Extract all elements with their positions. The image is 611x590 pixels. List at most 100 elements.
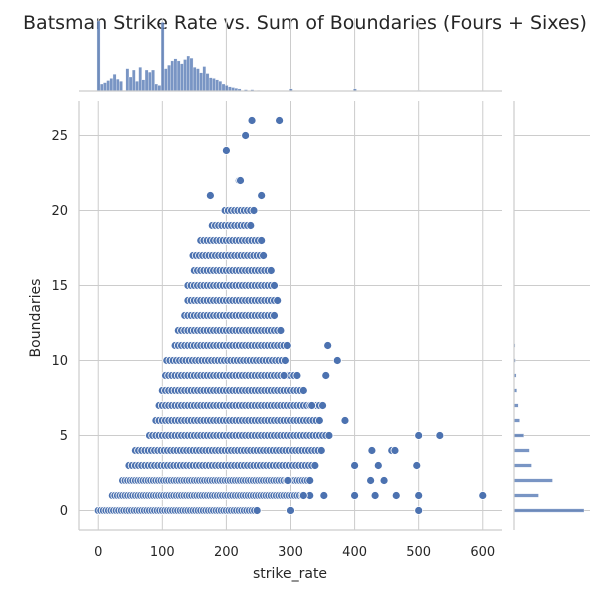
y-tick-label: 0: [60, 504, 68, 519]
x-tick-label: 200: [214, 545, 239, 560]
marginal-y-bar: [513, 463, 532, 468]
marginal-x-bar: [199, 72, 203, 92]
data-point: [241, 131, 251, 140]
marginal-x-bar: [119, 81, 123, 92]
data-point: [280, 356, 290, 365]
marginal-x-bar: [176, 60, 181, 92]
data-point: [323, 341, 333, 350]
axis-ticks: 0 100 200 300 400 500 600 0 5 10 15 20 25: [51, 129, 495, 560]
data-point: [435, 431, 445, 440]
marginal-x-bar: [186, 55, 191, 92]
data-point: [275, 116, 285, 125]
marginal-x-histogram: [96, 20, 421, 92]
chart-title: Batsman Strike Rate vs. Sum of Boundarie…: [23, 12, 587, 34]
data-point: [298, 386, 308, 395]
data-point: [205, 191, 215, 200]
marginal-x-bar: [218, 81, 223, 92]
data-point: [321, 371, 331, 380]
data-point: [249, 206, 259, 215]
data-point: [246, 221, 256, 230]
data-point: [350, 491, 359, 500]
y-tick-label: 10: [51, 354, 68, 369]
marginal-x-bar: [100, 83, 104, 92]
marginal-x-bar: [224, 85, 229, 92]
data-point: [279, 371, 289, 380]
marginal-x-bar: [189, 57, 194, 92]
marginal-x-bar: [228, 86, 232, 92]
y-tick-label: 5: [60, 429, 68, 444]
data-point: [305, 476, 315, 485]
marginal-x-bar: [180, 63, 184, 92]
data-point: [252, 506, 262, 515]
data-point: [316, 446, 326, 455]
marginal-x-bar: [116, 78, 120, 92]
data-point: [319, 491, 329, 500]
y-axis-label: Boundaries: [28, 279, 44, 358]
data-point: [414, 491, 424, 500]
marginal-x-bar: [109, 78, 114, 92]
scatter-points: [93, 116, 488, 515]
marginal-x-bar: [135, 81, 139, 92]
marginal-x-bar: [160, 22, 165, 92]
marginal-y-bar: [513, 478, 553, 483]
x-tick-label: 100: [150, 545, 175, 560]
data-point: [391, 491, 401, 500]
data-point: [370, 491, 380, 500]
marginal-x-bar: [202, 66, 207, 92]
y-tick-label: 15: [51, 279, 68, 294]
data-point: [324, 431, 334, 440]
marginal-x-bar: [215, 79, 219, 92]
marginal-x-bar: [221, 83, 226, 92]
data-point: [282, 341, 292, 350]
x-tick-label: 600: [470, 545, 495, 560]
marginal-x-bar: [173, 58, 178, 92]
data-point: [257, 236, 267, 245]
x-tick-label: 400: [342, 545, 367, 560]
data-point: [307, 401, 317, 410]
data-point: [286, 506, 295, 515]
marginal-x-bar: [192, 67, 197, 92]
marginal-x-bar: [103, 82, 107, 92]
data-point: [257, 191, 267, 200]
marginal-x-bar: [154, 83, 158, 92]
data-point: [340, 416, 350, 425]
marginal-x-bar: [196, 68, 200, 92]
data-point: [292, 371, 302, 380]
data-point: [247, 116, 257, 125]
marginal-y-histogram: [513, 343, 585, 513]
data-point: [310, 461, 320, 470]
marginal-y-bar: [513, 493, 539, 498]
data-point: [367, 446, 377, 455]
data-point: [236, 176, 245, 185]
data-point: [390, 446, 400, 455]
x-tick-label: 500: [406, 545, 431, 560]
marginal-x-bar: [138, 67, 142, 92]
data-point: [414, 431, 424, 440]
data-point: [222, 146, 231, 155]
x-tick-label: 300: [278, 545, 303, 560]
marginal-y-bar: [513, 418, 520, 423]
marginal-x-bar: [148, 71, 152, 92]
data-point: [314, 416, 324, 425]
marginal-x-bar: [128, 76, 133, 92]
data-point: [478, 491, 488, 500]
data-point: [366, 476, 376, 485]
marginal-x-bar: [170, 60, 175, 92]
marginal-y-bar: [513, 403, 519, 408]
marginal-x-bar: [132, 69, 136, 92]
marginal-x-bar: [125, 68, 130, 92]
marginal-x-bar: [205, 73, 210, 92]
marginal-x-bar: [157, 85, 162, 92]
marginal-x-bar: [106, 80, 110, 92]
data-point: [318, 401, 327, 410]
data-point: [270, 311, 279, 320]
data-point: [414, 506, 424, 515]
data-point: [298, 491, 308, 500]
data-point: [266, 266, 276, 275]
marginal-x-bar: [212, 78, 216, 92]
marginal-y-bar: [513, 448, 530, 453]
data-point: [276, 326, 286, 335]
marginal-x-bar: [164, 68, 168, 92]
marginal-x-bar: [112, 74, 117, 92]
x-tick-label: 0: [94, 545, 102, 560]
